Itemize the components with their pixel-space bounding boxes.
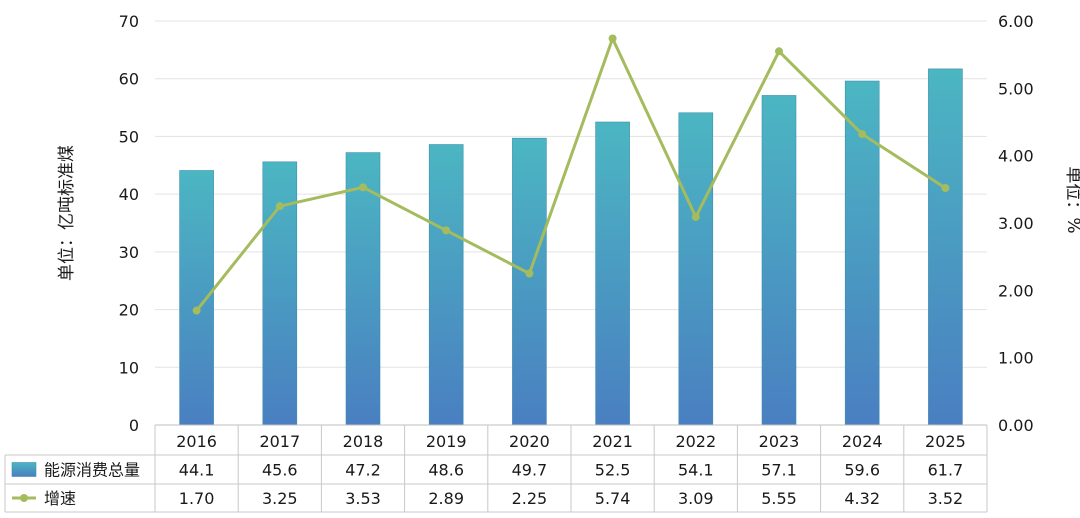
table-cell-line: 4.32 <box>844 489 880 508</box>
y-right-tick-label: 3.00 <box>998 214 1034 233</box>
x-tick-label: 2018 <box>343 432 384 451</box>
bar-2017 <box>262 161 298 426</box>
bar-series <box>179 68 963 426</box>
y-tick-label: 60 <box>119 70 139 89</box>
bar-2024 <box>844 80 880 426</box>
growth-line <box>195 37 947 312</box>
table-cell-bar: 57.1 <box>761 461 797 480</box>
bar-2022 <box>678 112 714 426</box>
point-2019 <box>442 226 451 235</box>
y-tick-label: 30 <box>119 243 139 262</box>
x-tick-label: 2016 <box>176 432 217 451</box>
table-cell-line: 5.74 <box>595 489 631 508</box>
legend-swatch-marker <box>20 494 28 502</box>
point-2017 <box>275 202 284 211</box>
y-right-tick-label: 0.00 <box>998 416 1034 435</box>
y-right-tick-label: 5.00 <box>998 79 1034 98</box>
point-2024 <box>858 130 867 139</box>
data-table: 2016 2017 2018 2019 2020 2021 2022 2023 2024 2025… <box>4 425 988 513</box>
table-cell-line: 5.55 <box>761 489 797 508</box>
table-cell-line: 3.52 <box>928 489 964 508</box>
x-tick-label: 2020 <box>509 432 550 451</box>
y-tick-label: 10 <box>119 358 139 377</box>
x-tick-label: 2022 <box>675 432 716 451</box>
bar-2019 <box>428 144 464 426</box>
legend-swatch-bar <box>11 462 37 477</box>
table-cell-line: 2.25 <box>512 489 548 508</box>
table-cell-bar: 59.6 <box>844 461 880 480</box>
y-right-tick-label: 2.00 <box>998 281 1034 300</box>
legend-label-bar: 能源消费总量 <box>44 461 140 480</box>
point-2023 <box>775 47 783 56</box>
x-tick-label: 2019 <box>426 432 467 451</box>
table-cell-line: 2.89 <box>428 489 464 508</box>
y-right-tick-label: 6.00 <box>998 12 1034 31</box>
bar-2021 <box>595 121 630 426</box>
point-2021 <box>608 34 617 43</box>
x-tick-label: 2024 <box>842 432 883 451</box>
point-2016 <box>192 306 201 315</box>
table-cell-bar: 45.6 <box>262 461 298 480</box>
line-series <box>192 34 950 315</box>
legend-label-line: 增速 <box>44 489 76 508</box>
axes: 0 10 20 30 40 50 60 70 0.00 1.00 2.00 3.00 4.00 5.00 6… <box>119 12 1034 435</box>
y-right-tick-label: 1.00 <box>998 349 1034 368</box>
y-tick-label: 40 <box>119 185 139 204</box>
y-tick-label: 50 <box>119 127 139 146</box>
table-cell-bar: 49.7 <box>512 461 548 480</box>
x-tick-label: 2025 <box>925 432 966 451</box>
bar-2020 <box>512 137 547 426</box>
table-cell-bar: 44.1 <box>179 461 215 480</box>
y-axis-label: 单位：亿吨标准煤 <box>57 145 77 281</box>
table-cell-line: 3.25 <box>262 489 298 508</box>
bar-2018 <box>345 152 381 426</box>
table-cell-line: 3.09 <box>678 489 714 508</box>
table-cell-line: 1.70 <box>179 489 215 508</box>
y-tick-label: 20 <box>119 301 139 320</box>
table-cell-bar: 54.1 <box>678 461 714 480</box>
table-cell-bar: 61.7 <box>928 461 964 480</box>
point-2020 <box>525 269 534 278</box>
y-tick-label: 0 <box>129 416 139 435</box>
point-2022 <box>691 212 700 221</box>
table-cell-bar: 48.6 <box>428 461 464 480</box>
y-axis-right-label: 单位：% <box>1063 166 1080 233</box>
y-tick-label: 70 <box>119 12 139 31</box>
table-cell-bar: 52.5 <box>595 461 631 480</box>
table-cell-line: 3.53 <box>345 489 381 508</box>
y-right-tick-label: 4.00 <box>998 147 1034 166</box>
table-cell-bar: 47.2 <box>345 461 381 480</box>
x-tick-label: 2017 <box>259 432 300 451</box>
bar-2023 <box>761 95 797 426</box>
point-2018 <box>359 183 367 192</box>
bar-2025 <box>928 68 963 426</box>
x-tick-label: 2023 <box>759 432 800 451</box>
point-2025 <box>941 183 950 192</box>
x-tick-label: 2021 <box>592 432 633 451</box>
